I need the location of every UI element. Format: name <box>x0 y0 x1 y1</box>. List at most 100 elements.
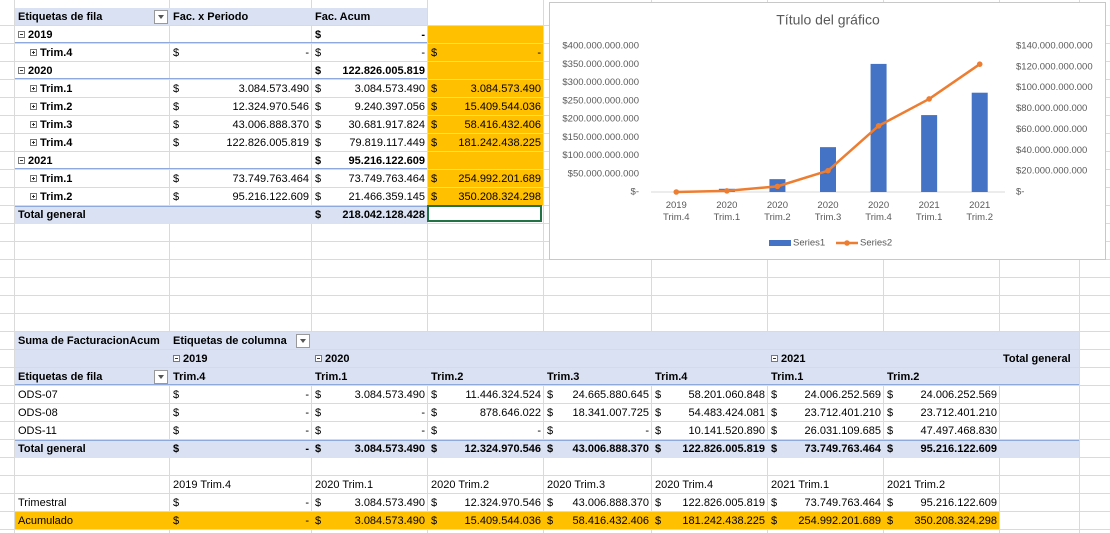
chart-title: Título del gráfico <box>776 12 880 28</box>
value-cell <box>428 26 544 44</box>
total-fill <box>15 440 1079 458</box>
collapse-icon <box>18 31 25 38</box>
value-cell: $ 79.819.117.449 <box>315 137 425 149</box>
legend-swatch <box>844 240 850 246</box>
grid-column-line <box>427 0 428 533</box>
x-tick-label: 2019 Trim.4 <box>663 200 690 223</box>
column-header: 2020 Trim.2 <box>431 479 490 491</box>
filter-button <box>296 334 310 348</box>
value-cell: $ 11.446.324.524 <box>431 389 541 401</box>
row-label: Acumulado <box>18 515 74 527</box>
value-cell <box>428 62 544 80</box>
row-label: ODS-08 <box>18 407 58 419</box>
grid-column-line <box>767 0 768 533</box>
period-header: Trim.4 <box>655 371 688 383</box>
total-cell: $ 43.006.888.370 <box>547 443 649 455</box>
value-cell: $ 3.084.573.490 <box>315 389 425 401</box>
expand-icon <box>30 49 37 56</box>
highlight-fill <box>428 170 543 187</box>
value-cell: $ 23.712.401.210 <box>887 407 997 419</box>
row-label: Trim.1 <box>40 83 73 95</box>
value-cell: $ 12.324.970.546 <box>173 101 309 113</box>
grid-column-line <box>999 0 1000 533</box>
value-cell: $ 58.416.432.406 <box>431 119 541 131</box>
highlight-fill <box>428 134 543 151</box>
value-cell: $ 43.006.888.370 <box>547 497 649 509</box>
value-cell: $ - <box>173 389 309 401</box>
value-cell: $ 3.084.573.490 <box>173 83 309 95</box>
row-label: 2019 <box>28 29 53 41</box>
expand-icon <box>30 121 37 128</box>
highlight-fill <box>428 152 543 169</box>
value-cell: $ 95.216.122.609 <box>315 155 425 167</box>
value-cell: $ 181.242.438.225 <box>431 137 541 149</box>
value-cell: $ 58.201.060.848 <box>655 389 765 401</box>
period-header: Trim.2 <box>431 371 464 383</box>
y2-tick-label: $140.000.000.000 <box>1016 41 1093 52</box>
grand-total-header: Total general <box>1003 353 1071 365</box>
collapse-icon <box>173 355 180 362</box>
y-tick-label: $- <box>631 187 639 198</box>
row-label: Trim.1 <box>40 173 73 185</box>
value-cell: $ 73.749.763.464 <box>315 173 425 185</box>
value-cell: $ - <box>315 29 425 41</box>
value-cell: $ 47.497.468.830 <box>887 425 997 437</box>
value-cell: $ 350.208.324.298 <box>887 515 997 527</box>
value-cell: $ - <box>315 407 425 419</box>
row-label: Trimestral <box>18 497 67 509</box>
value-cell: $ 3.084.573.490 <box>315 515 425 527</box>
year-header: 2020 <box>325 353 350 365</box>
highlight-fill <box>428 62 543 79</box>
filter-button <box>154 370 168 384</box>
value-cell: $ 18.341.007.725 <box>547 407 649 419</box>
value-cell: $ - <box>315 425 425 437</box>
row-label: Trim.4 <box>40 137 73 149</box>
row-label: ODS-11 <box>18 425 57 437</box>
column-header: 2021 Trim.2 <box>887 479 946 491</box>
expand-icon <box>30 193 37 200</box>
column-header: Etiquetas de fila <box>18 11 103 23</box>
group-border <box>15 62 427 79</box>
total-cell: $ 3.084.573.490 <box>315 443 425 455</box>
value-cell: $ 12.324.970.546 <box>431 497 541 509</box>
group-border <box>15 26 427 43</box>
period-header: Trim.4 <box>173 371 206 383</box>
year-header: 2021 <box>781 353 806 365</box>
period-header: Trim.3 <box>547 371 580 383</box>
value-cell: $ 10.141.520.890 <box>655 425 765 437</box>
total-cell: $ 12.324.970.546 <box>431 443 541 455</box>
highlight-fill <box>428 44 543 61</box>
y2-tick-label: $20.000.000.000 <box>1016 166 1087 177</box>
column-header: 2021 Trim.1 <box>771 479 830 491</box>
value-cell: $ 3.084.573.490 <box>431 83 541 95</box>
y-tick-label: $300.000.000.000 <box>562 77 639 88</box>
row-label: Trim.2 <box>40 191 73 203</box>
collapse-icon <box>18 157 25 164</box>
year-header: 2019 <box>183 353 208 365</box>
grid-column-line <box>651 0 652 533</box>
value-cell: $ 73.749.763.464 <box>173 173 309 185</box>
value-cell: $ 95.216.122.609 <box>173 191 309 203</box>
x-tick-label: 2020 Trim.1 <box>713 200 741 223</box>
y-tick-label: $350.000.000.000 <box>562 59 639 70</box>
collapse-icon <box>18 67 25 74</box>
grid-column-line <box>311 0 312 533</box>
value-cell: $ 54.483.424.081 <box>655 407 765 419</box>
value-cell: $ 122.826.005.819 <box>173 137 309 149</box>
header-fill <box>15 8 427 25</box>
value-cell: $ - <box>173 425 309 437</box>
value-cell: $ 15.409.544.036 <box>431 515 541 527</box>
value-cell: $ 878.646.022 <box>431 407 541 419</box>
row-label-header: Etiquetas de fila <box>18 371 103 383</box>
line-marker <box>724 188 730 194</box>
value-cell: $ 24.665.880.645 <box>547 389 649 401</box>
collapse-icon <box>315 355 322 362</box>
value-cell: $ 122.826.005.819 <box>315 65 425 77</box>
period-header: Trim.1 <box>315 371 348 383</box>
row-label: Trim.2 <box>40 101 73 113</box>
grid-column-line <box>883 0 884 533</box>
grid-column-line <box>169 0 170 533</box>
line-marker <box>875 123 882 129</box>
grid-column-line <box>14 0 15 533</box>
